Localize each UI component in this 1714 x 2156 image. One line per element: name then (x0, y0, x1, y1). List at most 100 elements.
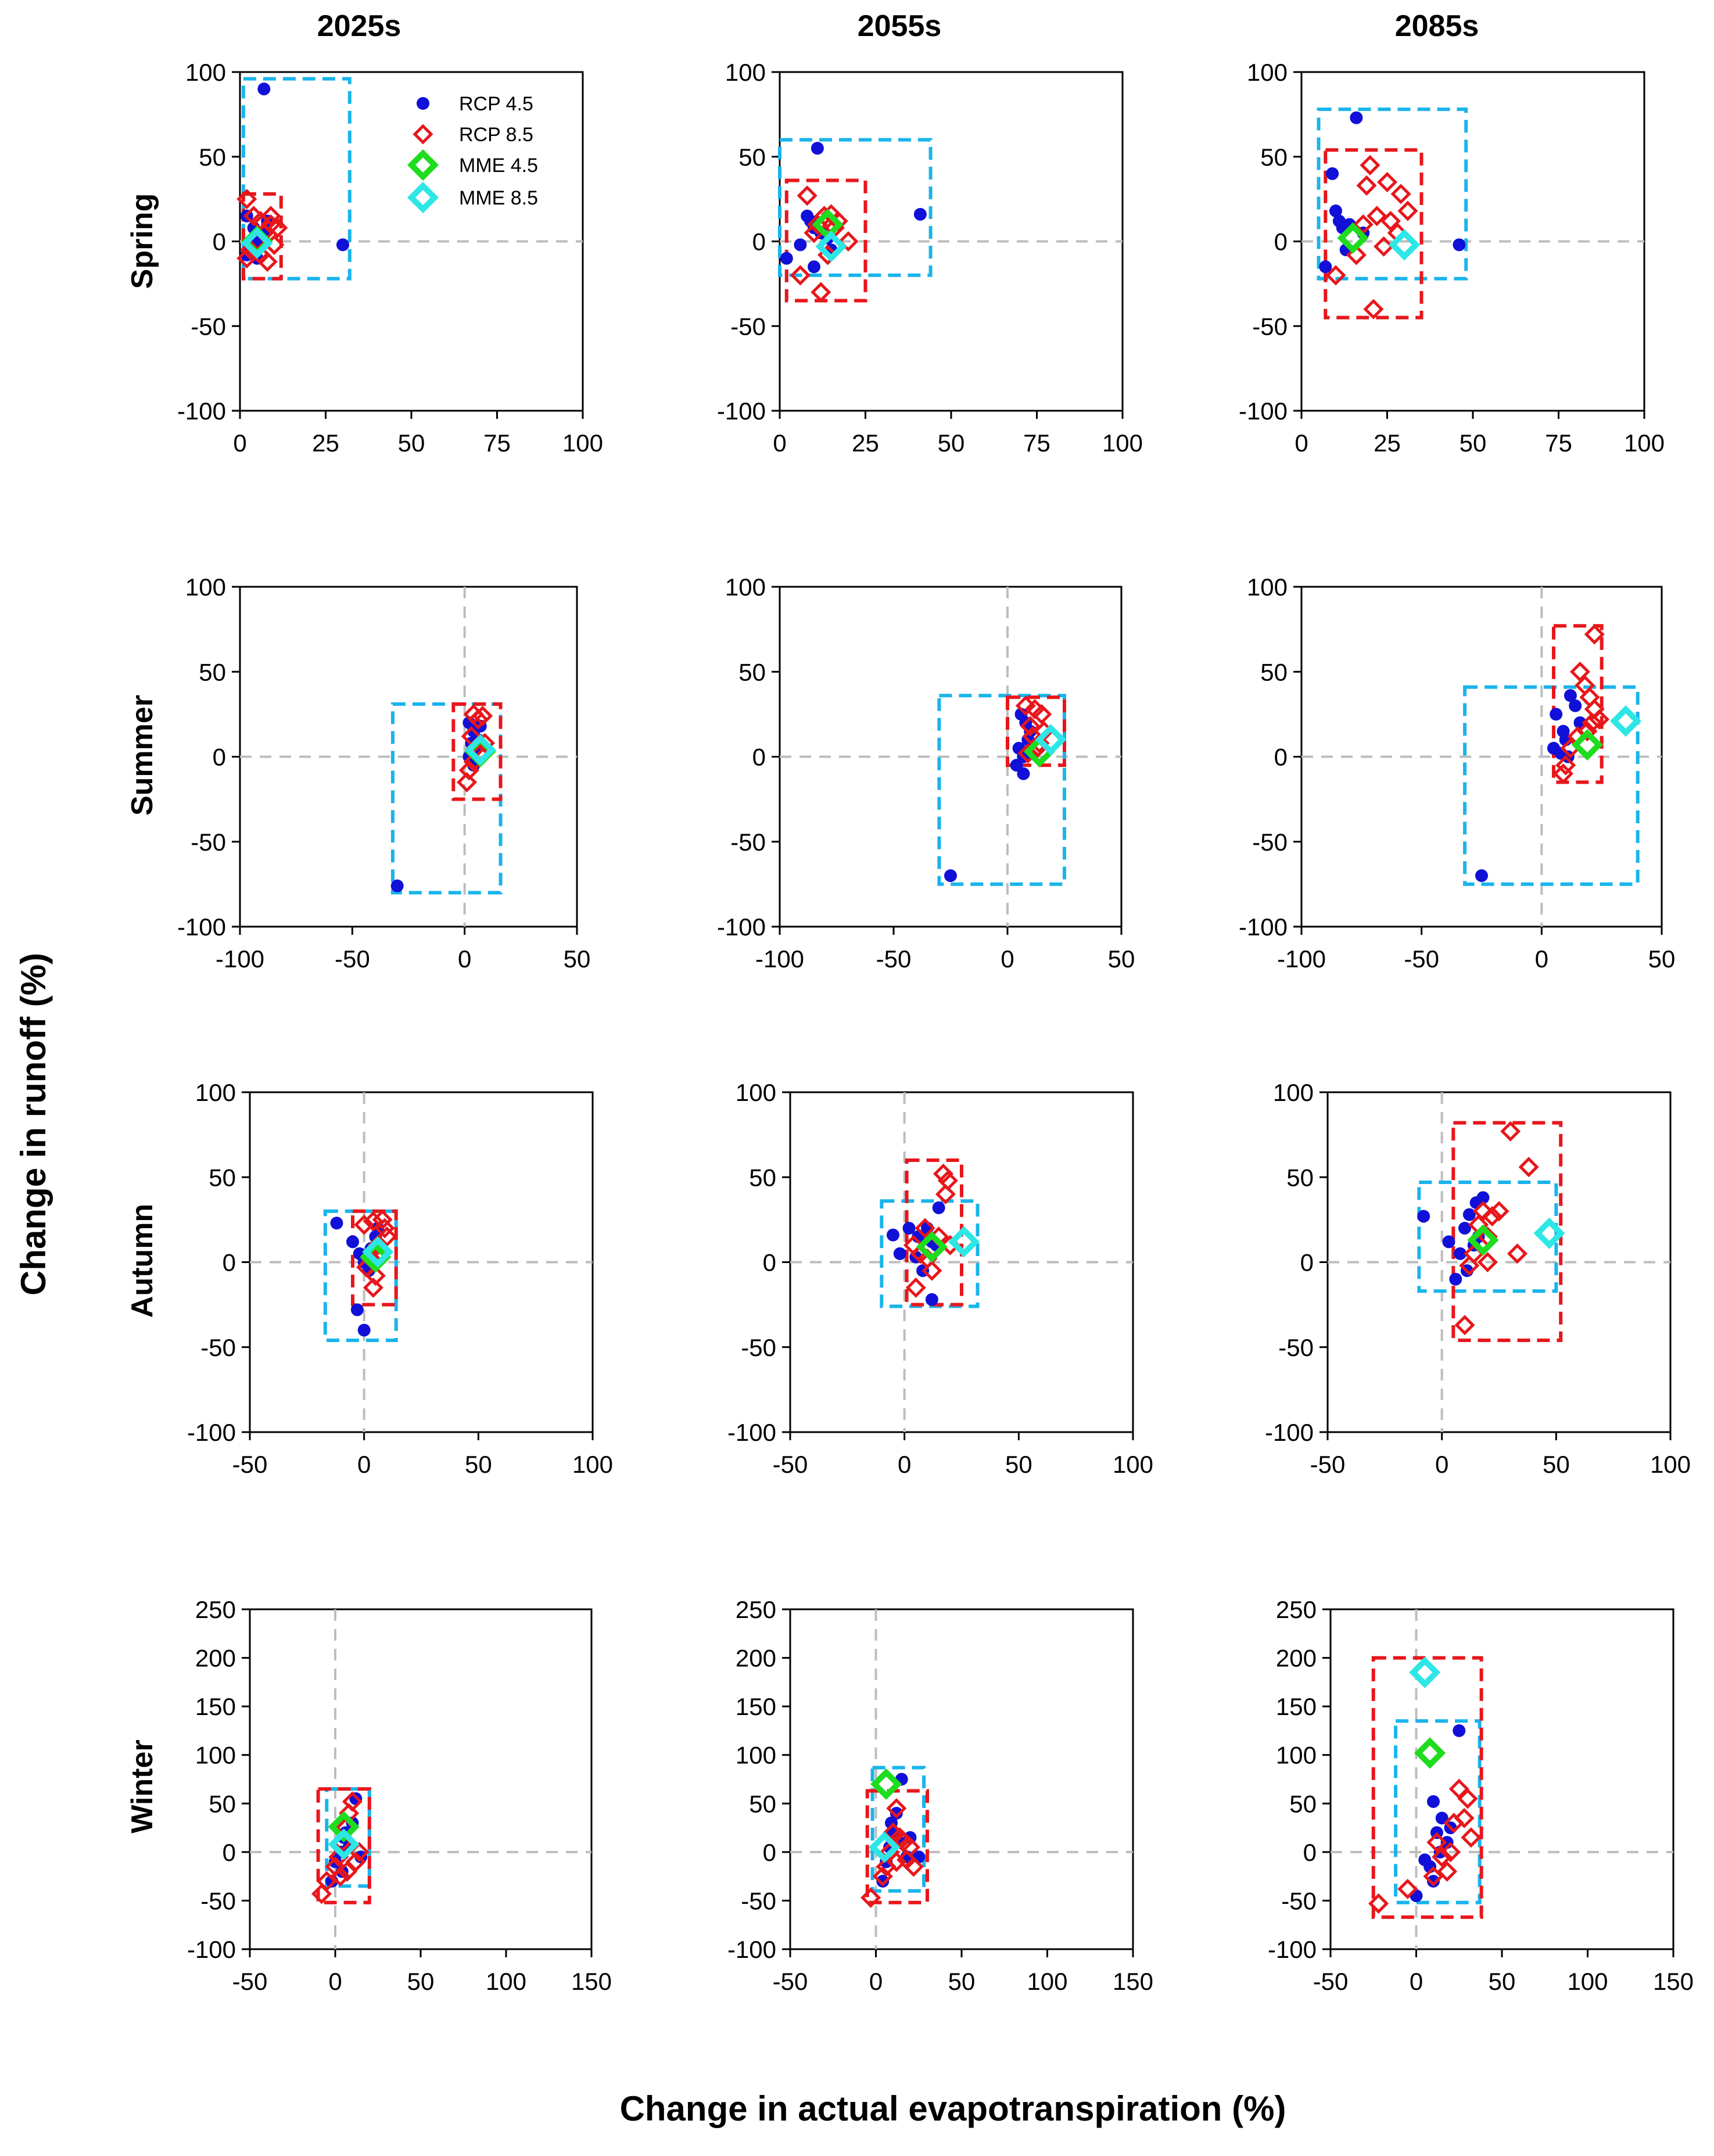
x-tick-label: 0 (1001, 945, 1014, 973)
x-tick-label: -50 (1310, 1451, 1346, 1478)
y-tick-label: 50 (209, 1790, 236, 1817)
panel-spring-2055s: -100 -50 0 50 100 0 25 50 75 100 (717, 59, 1143, 457)
y-tick-label: 0 (752, 228, 766, 256)
plot-frame (789, 1608, 1134, 1950)
rcp45-point (1319, 260, 1332, 274)
y-tick-label: 100 (736, 1079, 776, 1106)
x-tick-label: -50 (1404, 945, 1439, 973)
x-tick-label: 0 (458, 945, 471, 973)
rcp85-range-box (316, 1787, 371, 1904)
rcp85-point (1500, 1121, 1521, 1142)
rcp45-point (1427, 1875, 1440, 1888)
x-tick-label: 100 (1624, 429, 1665, 457)
rcp85-point (1367, 206, 1387, 227)
legend-rcp45-marker (417, 97, 429, 110)
y-tick-label: 250 (195, 1596, 236, 1623)
y-tick-label: 0 (1274, 228, 1288, 256)
rcp85-point (472, 705, 493, 726)
y-tick-label: 250 (1276, 1596, 1317, 1623)
rcp85-point (236, 189, 257, 210)
y-tick-label: 0 (752, 744, 766, 771)
mme85-marker (869, 1831, 901, 1863)
y-tick-label: -100 (727, 1419, 776, 1446)
y-tick-label: 200 (736, 1645, 776, 1672)
rcp85-point (1356, 175, 1377, 196)
rcp85-point (267, 217, 288, 238)
y-tick-label: 50 (199, 658, 226, 686)
y-tick-label: -100 (187, 1419, 236, 1446)
x-tick-label: 100 (1113, 1451, 1153, 1478)
rcp85-point (797, 185, 817, 206)
rcp45-point (357, 1323, 371, 1337)
rcp85-point (915, 1218, 935, 1239)
column-title-2085s: 2085s (1395, 9, 1479, 43)
x-tick-label: 50 (1543, 1451, 1570, 1478)
rcp85-point (790, 265, 811, 286)
rcp85-range-box (451, 702, 503, 801)
rcp85-point (236, 248, 257, 269)
row-titles: Spring Summer Autumn Winter (125, 193, 159, 1834)
x-tick-label: 50 (465, 1451, 492, 1478)
y-tick-label: 0 (1274, 744, 1288, 771)
mme85-marker (815, 231, 847, 263)
legend-rcp45-label: RCP 4.5 (459, 93, 533, 115)
y-tick-label: 150 (195, 1693, 236, 1720)
rcp45-point (1476, 1191, 1490, 1204)
mme45-marker (916, 1231, 948, 1263)
rcp85-point (886, 1852, 907, 1872)
panel-winter-2025s: -100 -50 0 50 100 150 200 250 -50 0 50 100 150 (187, 1596, 612, 1995)
rcp45-point (1449, 1272, 1462, 1286)
plot-frame (789, 1091, 1134, 1433)
y-tick-label: 200 (195, 1645, 236, 1672)
rcp85-point (1437, 1861, 1458, 1882)
y-tick-label: -50 (191, 828, 226, 856)
rcp45-point (330, 1217, 343, 1230)
rcp85-point (1031, 704, 1052, 724)
rcp45-point (932, 1201, 945, 1214)
panel-summer-2055s: -100 -50 0 50 100 -100 -50 0 50 (717, 573, 1135, 973)
y-tick-label: 0 (213, 228, 226, 256)
rcp85-point (935, 1183, 956, 1205)
rcp45-point (925, 1293, 938, 1306)
x-tick-label: 100 (1102, 429, 1143, 457)
x-tick-label: 150 (1113, 1968, 1153, 1995)
panel-winter-2055s: -100 -50 0 50 100 150 200 250 -50 0 50 100 150 (727, 1596, 1153, 1995)
rcp85-point (1507, 1243, 1528, 1264)
y-tick-label: -100 (1268, 1936, 1317, 1963)
x-tick-label: 0 (357, 1451, 371, 1478)
row-title-autumn: Autumn (125, 1204, 159, 1318)
y-tick-label: -50 (1281, 1887, 1317, 1914)
legend-mme85-marker (407, 181, 439, 214)
x-tick-label: 25 (1374, 429, 1401, 457)
rcp45-point (902, 1222, 916, 1235)
rcp85-point (330, 1866, 351, 1887)
rcp45-point (1010, 759, 1023, 772)
x-tick-label: 25 (852, 429, 879, 457)
mme45-marker (1337, 222, 1369, 254)
mme85-marker (1035, 724, 1067, 756)
panel-autumn-2055s: -100 -50 0 50 100 -50 0 50 100 (727, 1079, 1153, 1478)
legend-mme45-label: MME 4.5 (459, 155, 538, 177)
rcp85-point (260, 206, 281, 227)
rcp45-range-box (1463, 685, 1640, 886)
y-tick-label: -50 (191, 313, 226, 340)
rcp85-point (1423, 1866, 1444, 1887)
rcp45-point (1458, 1222, 1471, 1235)
y-tick-label: 50 (1289, 1790, 1317, 1817)
rcp45-point (1350, 111, 1363, 124)
rcp85-point (811, 282, 831, 303)
y-tick-label: 100 (1247, 59, 1288, 86)
x-tick-label: 50 (938, 429, 965, 457)
y-tick-label: -100 (1239, 913, 1288, 941)
x-tick-label: -100 (755, 945, 804, 973)
panel-spring-2025s: -100 -50 0 50 100 0 25 50 75 100 (177, 59, 603, 457)
rcp85-point (260, 214, 281, 235)
x-tick-label: -50 (232, 1451, 268, 1478)
x-tick-label: 0 (328, 1968, 342, 1995)
rcp85-point (1325, 265, 1346, 286)
x-tick-label: -50 (232, 1968, 268, 1995)
rcp45-point (390, 879, 404, 892)
legend-rcp85-marker (413, 124, 433, 145)
x-tick-label: 75 (483, 429, 511, 457)
y-tick-label: 50 (749, 1164, 776, 1191)
